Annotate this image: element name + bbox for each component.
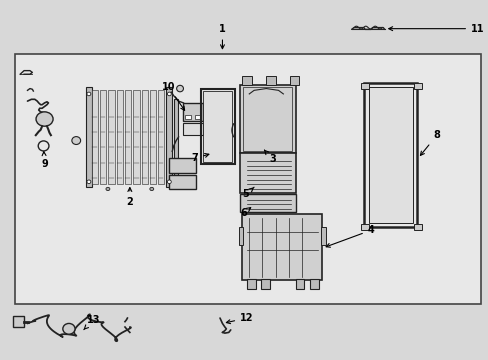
Bar — [413, 225, 421, 230]
Ellipse shape — [36, 112, 53, 126]
Bar — [261, 279, 270, 289]
Bar — [195, 115, 201, 120]
Bar — [363, 83, 417, 226]
Text: 6: 6 — [240, 208, 250, 218]
Bar — [108, 90, 115, 184]
Bar — [173, 99, 177, 178]
Text: 9: 9 — [41, 152, 48, 169]
Bar — [92, 90, 98, 184]
Ellipse shape — [87, 92, 91, 96]
Bar — [185, 115, 191, 120]
Bar — [361, 83, 368, 89]
Bar — [168, 158, 195, 173]
Bar — [125, 90, 131, 184]
Bar — [200, 89, 234, 164]
Bar — [86, 87, 92, 187]
Text: 8: 8 — [420, 130, 439, 156]
Bar — [246, 279, 255, 289]
Bar — [183, 103, 203, 121]
Text: 4: 4 — [325, 225, 374, 247]
Bar — [238, 226, 243, 244]
Bar — [183, 123, 203, 135]
Bar — [117, 90, 123, 184]
Text: 12: 12 — [226, 313, 253, 324]
Text: 3: 3 — [264, 150, 275, 164]
Bar — [413, 83, 421, 89]
Bar — [309, 279, 318, 289]
Bar — [239, 153, 295, 193]
Ellipse shape — [87, 180, 91, 184]
Text: (: ( — [229, 122, 235, 137]
Bar — [295, 279, 304, 289]
Ellipse shape — [149, 187, 153, 190]
Bar — [242, 214, 322, 280]
Text: 1: 1 — [219, 24, 225, 49]
Text: 5: 5 — [242, 187, 254, 199]
Bar — [368, 87, 412, 223]
Text: 13: 13 — [83, 315, 100, 330]
Bar — [289, 76, 299, 85]
Bar — [168, 175, 195, 189]
Ellipse shape — [167, 180, 171, 184]
Bar — [361, 225, 368, 230]
Bar — [203, 91, 231, 162]
Bar — [166, 87, 172, 187]
Bar — [100, 90, 106, 184]
Bar — [141, 90, 147, 184]
Bar — [239, 194, 295, 212]
Ellipse shape — [106, 187, 110, 190]
Bar — [243, 87, 291, 150]
Bar — [133, 90, 139, 184]
Ellipse shape — [167, 92, 171, 96]
Text: 10: 10 — [162, 82, 184, 111]
Bar — [320, 226, 325, 244]
Bar — [242, 76, 251, 85]
Ellipse shape — [72, 136, 81, 144]
Ellipse shape — [176, 85, 183, 92]
Text: 11: 11 — [388, 24, 484, 34]
Ellipse shape — [62, 323, 75, 334]
Bar — [13, 316, 23, 327]
Bar — [158, 90, 164, 184]
Text: 7: 7 — [191, 153, 208, 163]
Bar — [15, 54, 480, 304]
Bar — [239, 85, 295, 153]
Text: 2: 2 — [126, 188, 133, 207]
Bar — [266, 76, 276, 85]
Bar — [149, 90, 156, 184]
